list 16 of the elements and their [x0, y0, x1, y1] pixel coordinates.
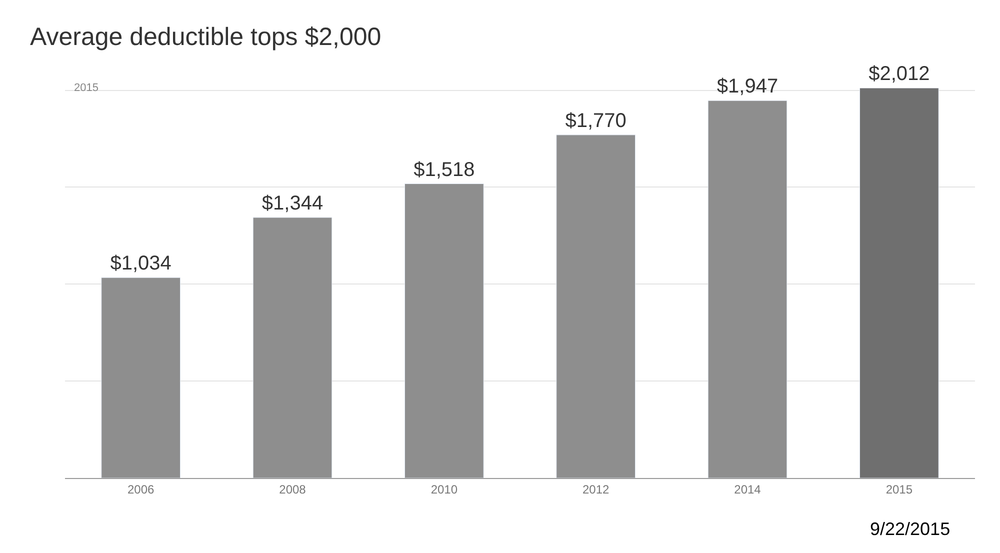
- data-label: $2,012: [868, 63, 930, 85]
- text: 9/22/2015: [870, 519, 950, 539]
- x-tick-label: 2008: [279, 482, 306, 496]
- data-label: $1,344: [262, 192, 324, 214]
- data-label: $1,034: [110, 252, 172, 275]
- data-label: $1,518: [414, 158, 475, 181]
- annotation: 2015: [74, 82, 98, 94]
- x-tick-label: 2012: [582, 482, 610, 496]
- x-tick-label: 2015: [886, 482, 913, 496]
- chart-title: Average deductible tops $2,000: [30, 23, 382, 52]
- x-tick-label: 2014: [734, 482, 762, 496]
- bar: [859, 88, 939, 478]
- x-tick-label: 2006: [127, 482, 154, 496]
- data-label: $1,770: [565, 110, 626, 132]
- data-label: $1,947: [716, 76, 778, 98]
- x-tick-label: 2010: [430, 482, 458, 496]
